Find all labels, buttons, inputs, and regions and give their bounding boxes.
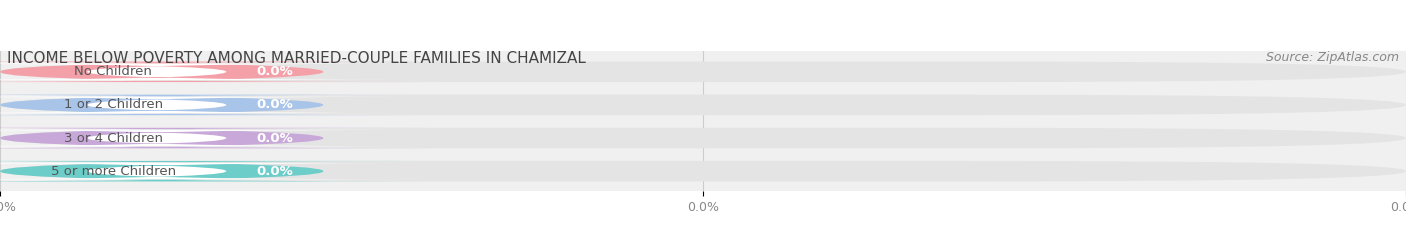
FancyBboxPatch shape <box>0 130 436 146</box>
Text: 0.0%: 0.0% <box>256 165 294 178</box>
FancyBboxPatch shape <box>0 95 436 115</box>
FancyBboxPatch shape <box>0 62 1406 82</box>
Text: 3 or 4 Children: 3 or 4 Children <box>63 132 163 144</box>
Text: 0.0%: 0.0% <box>256 65 294 78</box>
FancyBboxPatch shape <box>0 128 436 148</box>
FancyBboxPatch shape <box>0 62 436 82</box>
FancyBboxPatch shape <box>0 64 436 80</box>
FancyBboxPatch shape <box>0 128 1406 148</box>
FancyBboxPatch shape <box>0 161 436 182</box>
Text: 5 or more Children: 5 or more Children <box>51 165 176 178</box>
Text: 1 or 2 Children: 1 or 2 Children <box>63 98 163 111</box>
FancyBboxPatch shape <box>0 97 436 113</box>
FancyBboxPatch shape <box>0 161 1406 182</box>
FancyBboxPatch shape <box>0 95 1406 115</box>
Text: No Children: No Children <box>75 65 152 78</box>
Text: INCOME BELOW POVERTY AMONG MARRIED-COUPLE FAMILIES IN CHAMIZAL: INCOME BELOW POVERTY AMONG MARRIED-COUPL… <box>7 51 586 66</box>
Text: 0.0%: 0.0% <box>256 98 294 111</box>
Text: Source: ZipAtlas.com: Source: ZipAtlas.com <box>1265 51 1399 64</box>
Text: 0.0%: 0.0% <box>256 132 294 144</box>
FancyBboxPatch shape <box>0 163 436 179</box>
